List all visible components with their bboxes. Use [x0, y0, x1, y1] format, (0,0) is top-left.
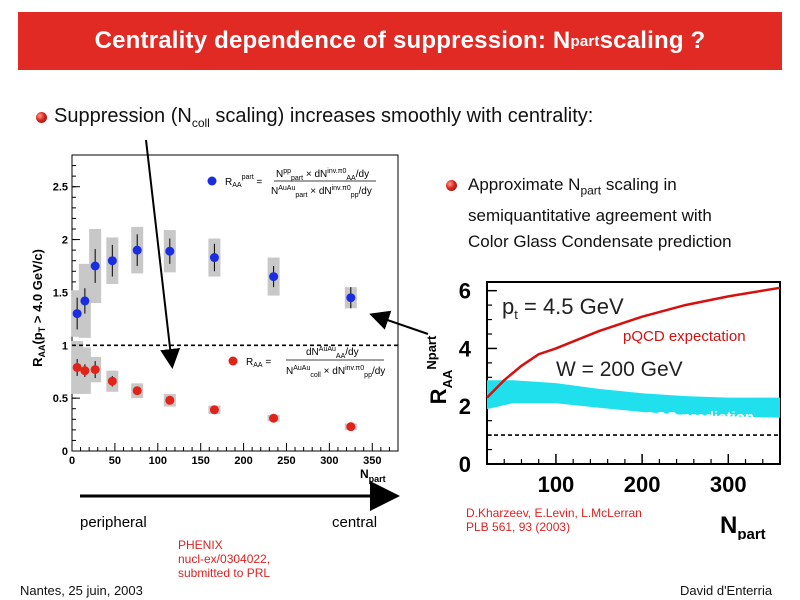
- title-main: Centrality dependence of suppression: N: [94, 27, 571, 54]
- left-ylabel: RAA(pT > 4.0 GeV/c): [30, 249, 47, 367]
- arrow-to-blue-points: [369, 310, 429, 335]
- phenix-line-1: PHENIX: [178, 538, 223, 552]
- bullet-icon: [446, 180, 457, 191]
- phenix-line-2: nucl-ex/0304022,: [178, 552, 271, 566]
- data-point: [80, 366, 90, 376]
- arrow-to-red-points: [145, 139, 181, 369]
- y-tick-label: 0: [459, 452, 471, 477]
- x-tick-label: 250: [277, 455, 295, 467]
- data-point: [72, 362, 82, 372]
- y-tick-label: 1: [62, 340, 68, 352]
- data-point: [80, 296, 90, 306]
- data-point: [165, 395, 175, 405]
- pqcd-line: [486, 286, 781, 399]
- theory-ref: D.Kharzeev, E.Levin, L.McLerran PLB 561,…: [466, 506, 642, 534]
- x-tick-label: 100: [149, 455, 167, 467]
- data-point: [269, 272, 279, 282]
- x-tick-label: 200: [624, 472, 661, 497]
- bullet-text-2: Approximate Npart scaling in semiquantit…: [468, 172, 732, 255]
- data-point: [165, 246, 175, 256]
- y-tick-label: 2: [62, 235, 68, 247]
- bullet1-sub: coll: [191, 116, 210, 130]
- x-tick-label: 350: [363, 455, 381, 467]
- data-point: [346, 293, 356, 303]
- bullet2-line3: Color Glass Condensate prediction: [468, 232, 732, 252]
- data-point: [209, 253, 219, 263]
- peripheral-label: peripheral: [80, 514, 147, 531]
- x-tick-label: 150: [192, 455, 210, 467]
- y-tick-label: 2: [459, 394, 471, 419]
- data-point: [107, 256, 117, 266]
- y-tick-label: 0.5: [53, 393, 68, 405]
- bullet2-line1-sub: part: [580, 183, 602, 198]
- data-point: [346, 422, 356, 432]
- x-tick-label: 50: [109, 455, 121, 467]
- w-label: W = 200 GeV: [556, 358, 683, 381]
- x-tick-label: 300: [710, 472, 747, 497]
- y-tick-label: 1.5: [53, 287, 68, 299]
- y-tick-label: 2.5: [53, 182, 68, 194]
- data-point: [72, 309, 82, 319]
- data-point: [269, 413, 279, 423]
- y-tick-label: 6: [459, 279, 471, 304]
- data-point: [90, 261, 100, 271]
- x-tick-label: 0: [69, 455, 75, 467]
- central-label: central: [332, 514, 378, 531]
- theory-line-2: PLB 561, 93 (2003): [466, 520, 571, 534]
- phenix-ref: PHENIX nucl-ex/0304022, submitted to PRL: [178, 538, 270, 580]
- footer-right: David d'Enterria: [680, 583, 773, 598]
- right-ylabel: RAANpart: [424, 335, 455, 404]
- bullet-icon: [36, 112, 47, 123]
- pqcd-label: pQCD expectation: [623, 328, 746, 345]
- data-point: [132, 245, 142, 255]
- legend-red-marker: [228, 356, 238, 366]
- x-tick-label: 300: [320, 455, 338, 467]
- theory-line-1: D.Kharzeev, E.Levin, L.McLerran: [466, 506, 642, 520]
- y-tick-label: 0: [62, 446, 68, 458]
- footer-left: Nantes, 25 juin, 2003: [20, 583, 143, 598]
- cgc-band: [487, 380, 780, 418]
- svg-text:RAA =: RAA =: [246, 357, 271, 369]
- bullet2-line1-post: scaling in: [601, 175, 677, 194]
- left-chart: 0 50 100 150 200 250 300 350 0 0.5 1 1.5 2 2.5 RAA(pT…: [24, 148, 404, 493]
- bullet-text-1: Suppression (Ncoll scaling) increases sm…: [54, 105, 593, 130]
- legend-blue-marker: [207, 176, 217, 186]
- data-point: [90, 365, 100, 375]
- phenix-line-3: submitted to PRL: [178, 566, 271, 580]
- data-point: [107, 376, 117, 386]
- bullet1-pre: Suppression (N: [54, 105, 192, 127]
- pt-label: pt = 4.5 GeV: [502, 294, 624, 322]
- cgc-label: CGC prediction: [644, 409, 754, 426]
- x-tick-label: 200: [234, 455, 252, 467]
- title-sub: part: [570, 32, 600, 50]
- bullet2-line2: semiquantitative agreement with: [468, 206, 712, 226]
- data-point: [132, 386, 142, 396]
- x-tick-label: 100: [538, 472, 575, 497]
- title-tail: scaling ?: [599, 27, 706, 54]
- y-tick-label: 4: [459, 336, 472, 361]
- data-point: [209, 405, 219, 415]
- bullet1-post: scaling) increases smoothly with central…: [209, 105, 594, 127]
- bullet2-line1-pre: Approximate N: [468, 175, 581, 194]
